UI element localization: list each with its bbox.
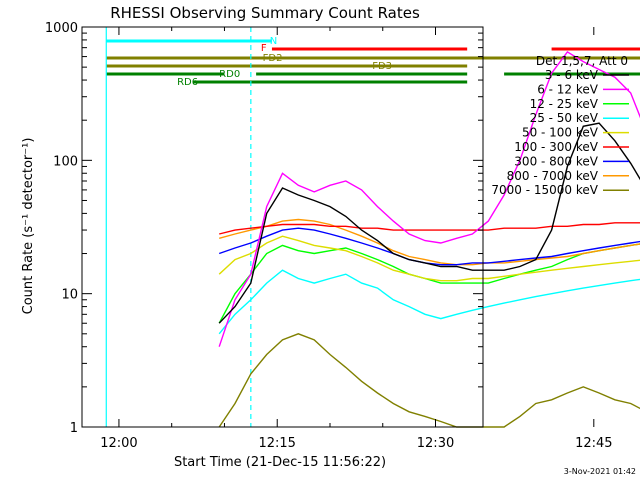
y-tick-label-1: 1 [70, 421, 78, 436]
legend-label-3-6-kev: 3 - 6 keV [545, 68, 599, 82]
flag-label-rd6: RD6 [177, 77, 198, 88]
x-axis-label: Start Time (21-Dec-15 11:56:22) [174, 455, 386, 470]
legend-label-7000-15000-kev: 7000 - 15000 keV [491, 183, 598, 197]
y-axis-ticks: 1 10 100 1000 [45, 21, 483, 436]
legend-label-50-100-kev: 50 - 100 keV [522, 126, 599, 140]
series-line-6-12-kev [218, 50, 640, 347]
x-tick-label-12-15: 12:15 [258, 436, 295, 451]
x-tick-label-12-00: 12:00 [100, 436, 137, 451]
flag-label-f: F [261, 43, 267, 54]
legend-label-6-12-kev: 6 - 12 keV [537, 82, 599, 96]
legend-label-800-7000-kev: 800 - 7000 keV [507, 169, 599, 183]
x-tick-label-12-30: 12:30 [417, 436, 454, 451]
flag-label-fd3: FD3 [372, 61, 392, 72]
legend-label-25-50-kev: 25 - 50 keV [530, 111, 599, 125]
flag-label-rd0: RD0 [219, 69, 240, 80]
series-line-50-100-kev [218, 235, 640, 282]
flag-label-n: N [270, 36, 277, 47]
plot-frame [81, 26, 484, 428]
legend-label-300-800-kev: 300 - 800 keV [514, 154, 598, 168]
flag-label-fd2: FD2 [263, 53, 283, 64]
footer-date: 3-Nov-2021 01:42 [564, 467, 636, 476]
legend-label-12-25-kev: 12 - 25 keV [530, 97, 599, 111]
series-line-300-800-kev [218, 227, 640, 266]
legend-title: Det 1,5,7, Att 0 [536, 54, 628, 68]
series-line-25-50-kev [218, 269, 640, 335]
vertical-markers [105, 27, 252, 427]
y-axis-label: Count Rate (s⁻¹ detector⁻¹) [21, 138, 36, 315]
chart-title: RHESSI Observing Summary Count Rates [110, 4, 420, 22]
series-line-100-300-kev [219, 222, 640, 235]
data-series [218, 50, 640, 428]
y-tick-label-10: 10 [61, 288, 78, 303]
legend-label-100-300-kev: 100 - 300 keV [514, 140, 598, 154]
series-line-800-7000-kev [219, 218, 640, 266]
y-tick-label-1000: 1000 [45, 21, 78, 36]
y-tick-label-100: 100 [53, 154, 78, 169]
series-line-7000-15000-kev [218, 333, 640, 428]
series-line-3-6-kev [218, 122, 640, 324]
x-tick-label-12-45: 12:45 [575, 436, 612, 451]
